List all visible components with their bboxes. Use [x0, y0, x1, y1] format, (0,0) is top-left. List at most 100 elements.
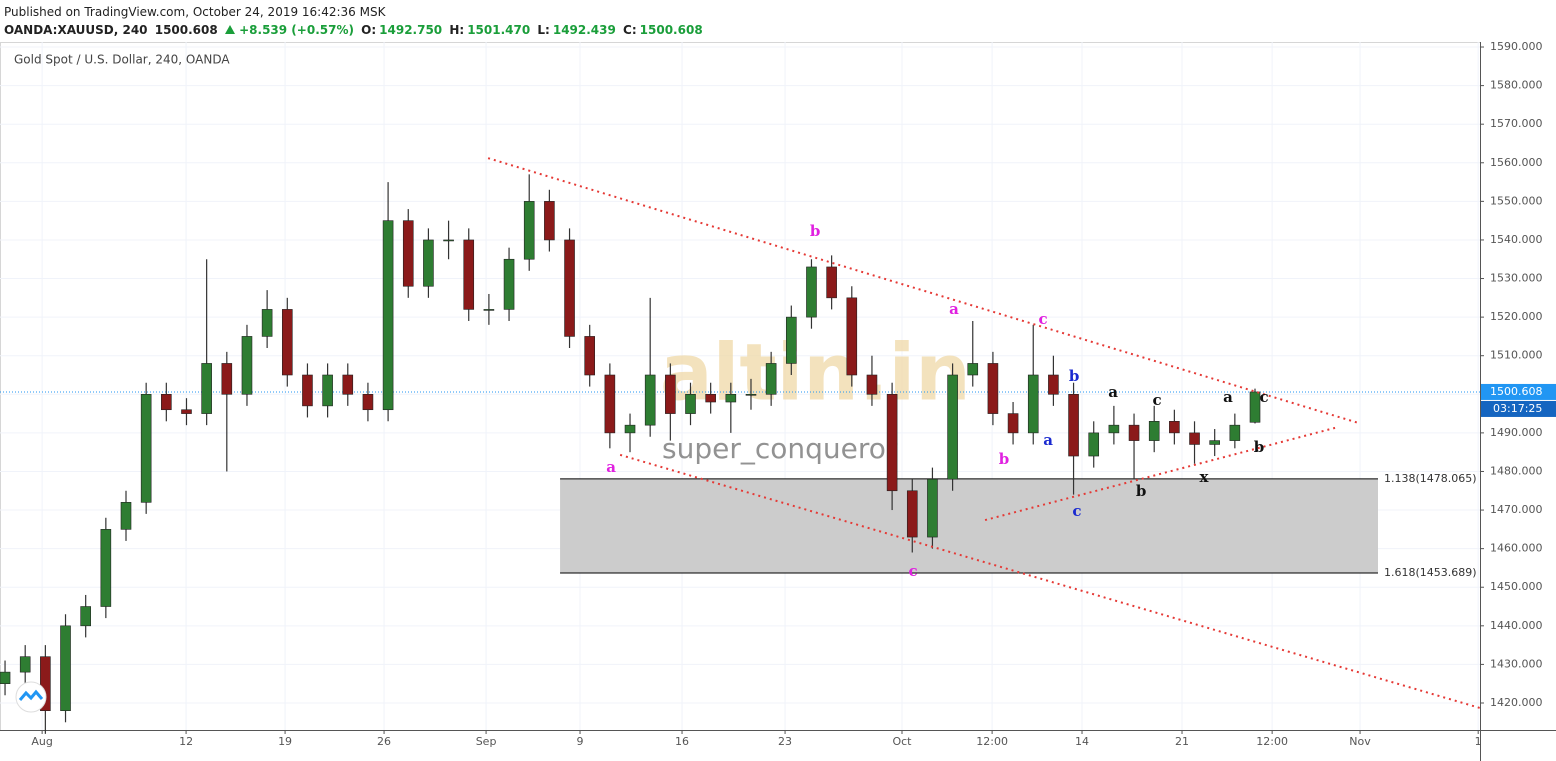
candle-body: [1249, 391, 1261, 423]
o-label: O:: [361, 23, 377, 37]
x-tick-label: Oct: [892, 735, 912, 748]
candle-body: [221, 363, 233, 395]
candle-body: [100, 529, 112, 607]
candle-body: [846, 297, 858, 376]
y-tick-label: 1560.000: [1490, 156, 1543, 169]
x-tick-label: 21: [1175, 735, 1189, 748]
x-tick-label: 26: [377, 735, 391, 748]
y-tick-label: 1430.000: [1490, 657, 1543, 670]
x-tick-label: Aug: [31, 735, 52, 748]
x-tick-label: 9: [577, 735, 584, 748]
x-tick-label: 14: [1075, 735, 1089, 748]
candle-body: [947, 374, 958, 480]
candle-body: [302, 374, 313, 407]
y-tick-label: 1580.000: [1490, 79, 1543, 92]
header: Published on TradingView.com, October 24…: [4, 3, 706, 39]
y-tick-label: 1530.000: [1490, 272, 1543, 285]
y-tick-label: 1520.000: [1490, 310, 1543, 323]
wave-label: a: [606, 458, 616, 476]
candle-body: [0, 671, 11, 684]
wave-label: b: [1136, 482, 1147, 500]
l-label: L:: [537, 23, 550, 37]
wave-label: a: [1043, 431, 1053, 449]
candle-body: [362, 393, 374, 411]
candle-body: [1007, 413, 1019, 434]
candle-body: [483, 309, 495, 311]
candle-body: [967, 363, 979, 376]
y-tick-label: 1450.000: [1490, 580, 1543, 593]
h: 1501.470: [467, 23, 531, 37]
wave-label: x: [1200, 468, 1210, 486]
x-tick-label: 23: [778, 735, 792, 748]
tv-logo-mark: [18, 689, 44, 701]
candle-body: [140, 393, 152, 503]
candle-body: [806, 266, 817, 318]
candle-body: [624, 424, 636, 434]
x-tick-label: Nov: [1349, 735, 1371, 748]
candle-body: [927, 478, 938, 538]
candle-body: [685, 393, 696, 414]
legend: Gold Spot / U.S. Dollar, 240, OANDA: [14, 53, 230, 67]
x-tick-label: 12: [179, 735, 193, 748]
x-tick-label: 1: [1475, 735, 1482, 748]
trendline: [487, 157, 1359, 424]
wave-label: b: [999, 450, 1010, 468]
y-tick-label: 1440.000: [1490, 619, 1543, 632]
candle-body: [241, 336, 253, 395]
candle-body: [725, 393, 737, 403]
last-price-label: 1500.608: [1490, 385, 1543, 398]
candle-body: [604, 374, 616, 434]
y-tick-label: 1480.000: [1490, 464, 1543, 477]
candle-body: [80, 606, 91, 627]
fib-label: 1.618(1453.689): [1384, 566, 1477, 579]
wave-label: c: [1072, 502, 1081, 520]
candle-body: [564, 239, 575, 337]
wave-label: a: [1108, 383, 1118, 401]
x-tick-label: 12:00: [1256, 735, 1288, 748]
candle-body: [281, 309, 293, 376]
candle-body: [826, 266, 837, 299]
wave-label: b: [810, 222, 821, 240]
up-arrow: [224, 25, 235, 34]
candle-body: [181, 409, 192, 414]
fib-zone: [560, 478, 1378, 573]
last: 1500.608: [154, 23, 218, 37]
wave-label: a: [949, 300, 959, 318]
watermark-logo: altin.in: [660, 328, 971, 418]
candle-body: [443, 239, 454, 242]
wave-label: c: [1152, 391, 1161, 409]
candle-body: [705, 393, 716, 403]
candle-body: [120, 502, 132, 530]
x-tick-label: 19: [278, 735, 292, 748]
wave-label: c: [1260, 388, 1269, 406]
candle-body: [1048, 374, 1059, 395]
candle-body: [644, 374, 656, 426]
c-label: C:: [623, 23, 637, 37]
candle-body: [665, 374, 676, 414]
y-tick-label: 1460.000: [1490, 542, 1543, 555]
candle-body: [1128, 424, 1140, 441]
published: Published on TradingView.com, October 24…: [4, 5, 386, 19]
candle-body: [765, 363, 777, 395]
candle-body: [1027, 374, 1039, 434]
candle-body: [1169, 421, 1180, 434]
quote-line: OANDA:XAUUSD, 240 1500.608 +8.539 (+0.57…: [4, 21, 706, 39]
countdown-label: 03:17:25: [1493, 402, 1542, 415]
candle-body: [987, 363, 999, 414]
fib-label: 1.138(1478.065): [1384, 472, 1477, 485]
h-label: H:: [449, 23, 465, 37]
candle-body: [402, 220, 414, 287]
candle-body: [886, 393, 898, 492]
y-tick-label: 1550.000: [1490, 194, 1543, 207]
candle-body: [503, 258, 515, 310]
l: 1492.439: [552, 23, 616, 37]
x-tick-label: 12:00: [976, 735, 1008, 748]
candle-body: [342, 374, 354, 395]
y-tick-label: 1540.000: [1490, 233, 1543, 246]
candle-body: [523, 201, 535, 260]
y-tick-label: 1470.000: [1490, 503, 1543, 516]
wave-label: a: [1223, 388, 1233, 406]
candle-body: [60, 625, 71, 712]
candle-body: [1229, 424, 1241, 441]
